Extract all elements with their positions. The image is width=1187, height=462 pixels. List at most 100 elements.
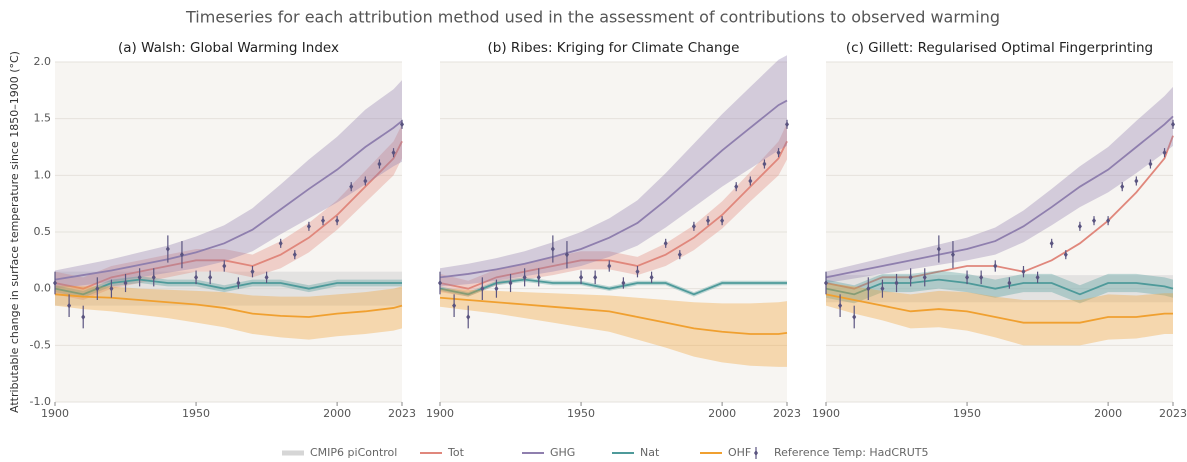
series-line (439, 99, 788, 279)
observation-marker (363, 178, 368, 184)
series-line (54, 120, 403, 281)
observation-marker (776, 149, 781, 156)
panel-title: (c) Gillett: Regularised Optimal Fingerp… (846, 40, 1153, 56)
observation-marker (278, 240, 283, 247)
observation-marker (649, 274, 654, 281)
observation-marker (894, 280, 899, 286)
observation-marker (1092, 217, 1097, 224)
y-tick-label: -1.0 (30, 395, 51, 408)
figure-title: Timeseries for each attribution method u… (185, 8, 1000, 27)
observation-marker (1007, 280, 1012, 286)
observation-marker (950, 251, 955, 258)
observation-marker (1106, 217, 1111, 224)
observation-marker (762, 161, 767, 167)
observation-marker (1162, 149, 1167, 156)
observation-marker (53, 280, 57, 286)
uncertainty-band (55, 124, 402, 300)
x-tick-label: 2000 (323, 407, 351, 420)
observation-marker (607, 263, 612, 269)
observation-marker (522, 274, 527, 281)
observation-marker (936, 246, 941, 252)
observation-marker (593, 274, 598, 281)
y-tick-label: 0.0 (34, 282, 52, 295)
observation-marker (1134, 178, 1139, 184)
y-tick-label: 0.5 (34, 225, 52, 238)
series-line (825, 115, 1174, 279)
observation-marker (222, 263, 227, 269)
observation-marker (720, 217, 725, 224)
uncertainty-band (55, 285, 402, 340)
observation-marker (81, 314, 86, 320)
observation-marker (466, 314, 471, 320)
y-axis-label: Attributable change in surface temperatu… (8, 51, 21, 413)
panel-title: (b) Ribes: Kriging for Climate Change (488, 40, 740, 56)
observation-marker (824, 280, 828, 286)
uncertainty-band (440, 288, 787, 367)
observation-marker (691, 223, 696, 230)
observation-marker (536, 274, 541, 281)
legend-label: OHF (728, 446, 751, 459)
observation-marker (335, 217, 340, 224)
observation-marker (564, 251, 569, 258)
observation-marker (706, 217, 711, 224)
series-line (439, 296, 788, 335)
observation-marker (438, 280, 442, 286)
legend-label: Tot (447, 446, 465, 459)
observation-marker (250, 268, 255, 275)
observation-marker (292, 251, 297, 258)
observation-marker (321, 217, 326, 224)
observation-marker (635, 268, 640, 275)
observation-marker (1049, 240, 1054, 247)
uncertainty-band (440, 55, 787, 287)
uncertainty-band (55, 80, 402, 289)
observation-marker (908, 274, 913, 281)
observation-marker (922, 274, 927, 281)
y-tick-label: -0.5 (30, 338, 51, 351)
series-line (54, 140, 403, 290)
x-tick-label: 2000 (1094, 407, 1122, 420)
series-line (439, 140, 788, 290)
observation-marker (151, 274, 156, 281)
panel-title: (a) Walsh: Global Warming Index (118, 40, 339, 56)
observation-marker (391, 149, 396, 156)
observation-marker (838, 302, 843, 309)
observation-marker (979, 274, 984, 281)
observation-marker (663, 240, 668, 247)
observation-marker (621, 280, 626, 286)
series-line (54, 293, 403, 318)
y-tick-label: 1.5 (34, 112, 52, 125)
x-tick-label: 2023 (773, 407, 801, 420)
observation-marker (123, 280, 128, 286)
observation-marker (852, 314, 857, 320)
observation-marker (1035, 274, 1040, 281)
observation-marker (95, 285, 100, 292)
observation-marker (748, 178, 753, 184)
x-tick-label: 1900 (426, 407, 454, 420)
observation-marker (165, 246, 170, 252)
x-tick-label: 1900 (41, 407, 69, 420)
x-tick-label: 1950 (953, 407, 981, 420)
observation-marker (1148, 161, 1153, 167)
y-tick-label: 2.0 (34, 55, 52, 68)
observation-marker (452, 302, 457, 309)
observation-marker (579, 274, 584, 281)
observation-marker (965, 274, 970, 281)
observation-marker (1077, 223, 1082, 230)
observation-marker (264, 274, 269, 281)
observation-marker (1120, 183, 1125, 190)
observation-marker (306, 223, 311, 230)
legend-swatch (754, 450, 758, 456)
observation-marker (137, 274, 142, 281)
legend-label: GHG (550, 446, 575, 459)
observation-marker (1021, 268, 1026, 275)
observation-marker (1063, 251, 1068, 258)
observation-marker (993, 263, 998, 269)
observation-marker (508, 280, 513, 286)
x-tick-label: 2000 (708, 407, 736, 420)
observation-marker (377, 161, 382, 167)
uncertainty-band (826, 283, 1173, 346)
x-tick-label: 2023 (1159, 407, 1187, 420)
observation-marker (494, 285, 499, 292)
y-tick-label: 1.0 (34, 168, 52, 181)
